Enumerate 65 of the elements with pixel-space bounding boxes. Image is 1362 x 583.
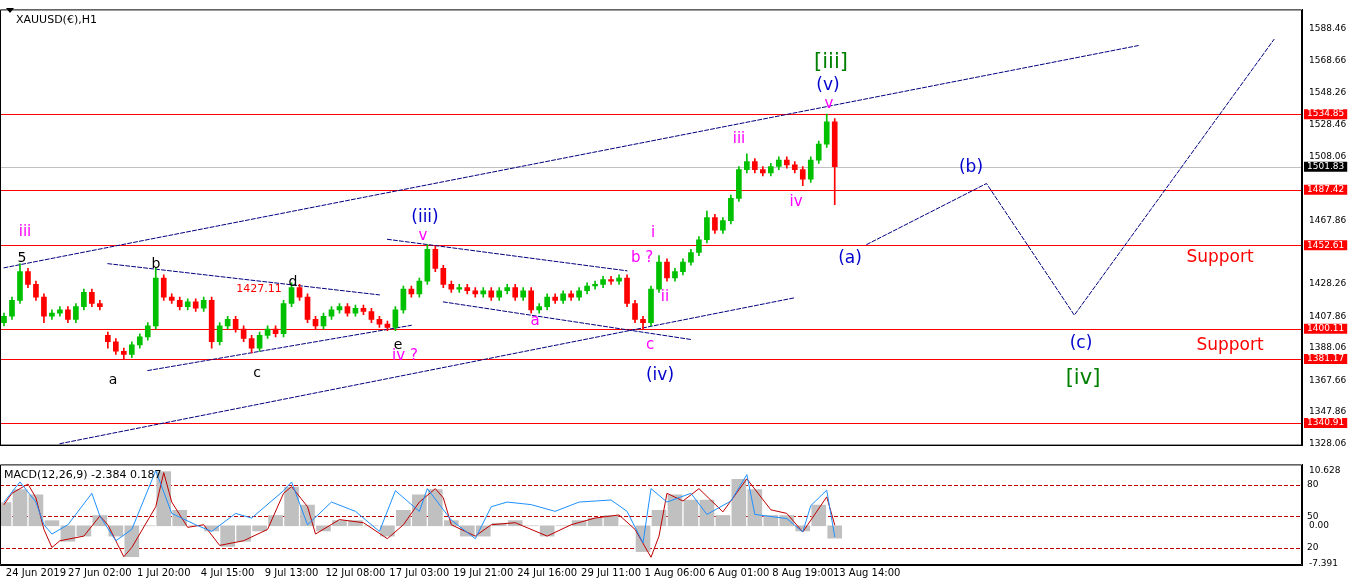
annotation: 1427.11: [236, 281, 282, 295]
annotation: Support: [1186, 246, 1254, 267]
annotation: c: [645, 334, 655, 353]
y-tick-label: 1328.06: [1309, 437, 1347, 448]
annotation: (iv): [645, 364, 675, 385]
annotation: (iii): [411, 206, 439, 227]
ref-line-label: 1452.61: [1307, 239, 1345, 250]
annotation: iii: [18, 221, 32, 240]
y-tick-label: 1467.86: [1309, 215, 1347, 226]
annotation: ii: [660, 286, 670, 305]
annotation: v: [418, 225, 428, 244]
annotation: 5: [17, 248, 27, 265]
x-tick-label: 4 Jul 15:00: [200, 566, 255, 578]
x-tick-label: 19 Jul 21:00: [453, 566, 514, 578]
y-tick-label: 1388.06: [1309, 342, 1347, 353]
y2-tick-label: 50: [1307, 510, 1319, 521]
ref-line-label: 1381.17: [1307, 353, 1345, 364]
annotation: Support: [1196, 334, 1264, 355]
annotation: (a): [838, 247, 862, 268]
annotation: [iv]: [1065, 365, 1101, 390]
annotation: iv: [789, 191, 803, 210]
x-tick-label: 12 Jul 08:00: [325, 566, 386, 578]
y-tick-label: 1568.66: [1309, 54, 1347, 65]
annotation: d: [288, 272, 298, 289]
x-tick-label: 29 Jul 11:00: [581, 566, 642, 578]
y-tick-label: 1407.86: [1309, 310, 1347, 321]
annotation: b ?: [630, 247, 654, 266]
annotation: b: [151, 254, 161, 271]
x-tick-label: 24 Jul 16:00: [517, 566, 578, 578]
y2-tick-label: 20: [1307, 542, 1319, 553]
y-tick-label: 10.628: [1309, 465, 1341, 476]
y-tick-label: 1588.46: [1309, 23, 1347, 34]
y-tick-label: 1367.66: [1309, 374, 1347, 385]
annotation: (v): [816, 74, 840, 95]
annotation: i: [650, 222, 656, 241]
y-tick-label: 1548.26: [1309, 87, 1347, 98]
ref-line-label: 1487.42: [1307, 184, 1345, 195]
ref-line-label: 1340.91: [1307, 417, 1345, 428]
x-tick-label: 13 Aug 14:00: [832, 566, 901, 578]
annotation: a: [108, 370, 118, 387]
y-tick-label: 1347.86: [1309, 406, 1347, 417]
ref-line-label: 1400.11: [1307, 323, 1345, 334]
y2-tick-label: 80: [1307, 479, 1319, 490]
y-tick-label: 1528.46: [1309, 118, 1347, 129]
y-tick-label: -7.391: [1309, 558, 1339, 569]
annotation: a: [530, 310, 540, 329]
ref-line-label: 1534.85: [1307, 108, 1345, 119]
x-tick-label: 27 Jun 02:00: [68, 566, 132, 578]
x-tick-label: 6 Aug 01:00: [708, 566, 770, 578]
annotation: iii: [732, 128, 746, 147]
annotation: (c): [1069, 332, 1093, 353]
x-tick-label: 17 Jul 03:00: [389, 566, 450, 578]
annotation: c: [253, 363, 261, 380]
ref-line-label: 1501.83: [1307, 161, 1345, 172]
x-tick-label: 1 Jul 20:00: [136, 566, 191, 578]
chart-title: XAUUSD(€),H1: [16, 13, 97, 27]
y-tick-label: 0.00: [1309, 520, 1330, 531]
annotation: [iii]: [814, 49, 848, 74]
x-tick-label: 8 Aug 19:00: [772, 566, 834, 578]
x-tick-label: 24 Jun 2019: [5, 566, 67, 578]
y-tick-label: 1508.06: [1309, 151, 1347, 162]
annotation: (b): [958, 156, 984, 177]
x-tick-label: 9 Jul 13:00: [264, 566, 319, 578]
y-tick-label: 1428.26: [1309, 278, 1347, 289]
x-tick-label: 1 Aug 06:00: [644, 566, 706, 578]
